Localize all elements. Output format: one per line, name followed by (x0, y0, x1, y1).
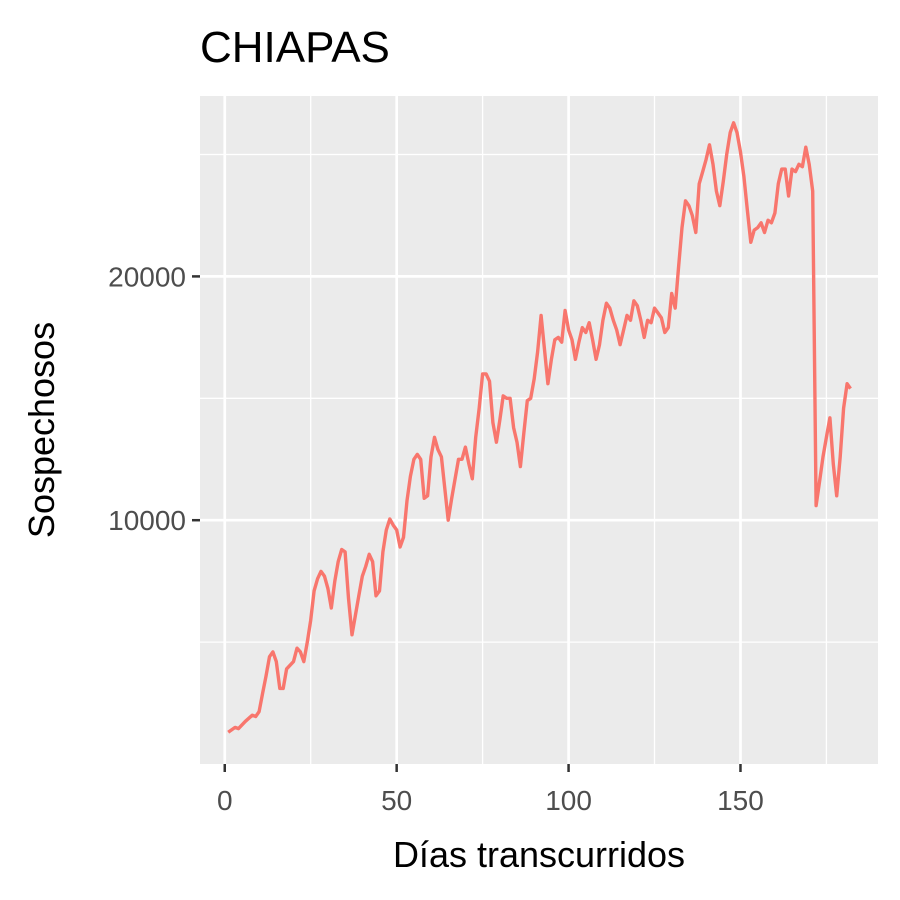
x-axis-title: Días transcurridos (393, 834, 685, 875)
chart-title: CHIAPAS (200, 23, 390, 72)
x-tick-label: 0 (217, 785, 233, 816)
major-gridlines (200, 96, 878, 764)
series-line (227, 121, 852, 734)
minor-gridlines (200, 96, 878, 764)
x-tick-label: 150 (717, 785, 764, 816)
y-tick-label: 20000 (108, 261, 186, 292)
y-tick-label: 10000 (108, 505, 186, 536)
x-tick-label: 50 (381, 785, 412, 816)
y-axis: 10000 20000 (108, 261, 200, 536)
x-axis: 0 50 100 150 (217, 764, 764, 816)
series-layer (227, 121, 852, 734)
y-axis-title: Sospechosos (21, 322, 62, 538)
x-tick-label: 100 (545, 785, 592, 816)
plot-panel (200, 96, 878, 764)
